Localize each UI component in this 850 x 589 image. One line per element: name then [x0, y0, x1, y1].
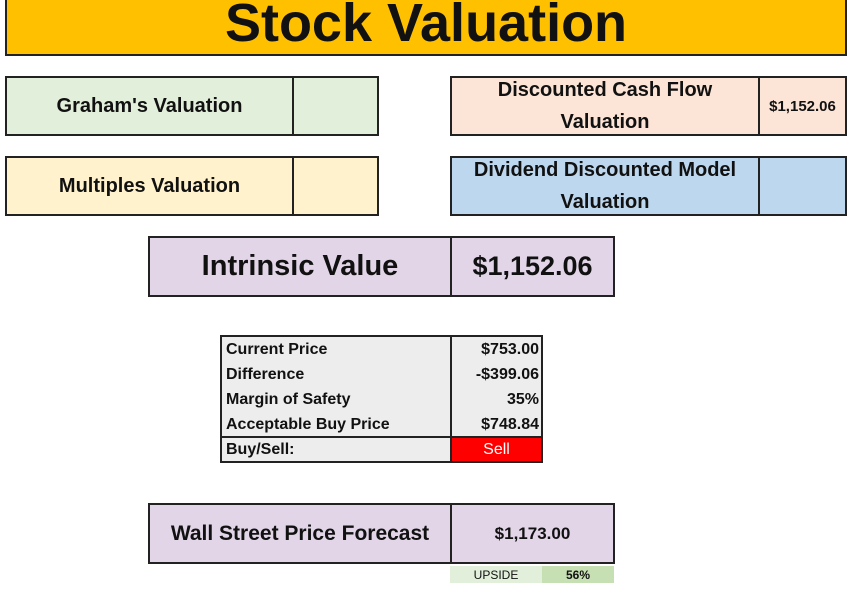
summary-label: Acceptable Buy Price — [226, 416, 390, 433]
multiples-label: Multiples Valuation — [5, 156, 294, 216]
summary-label: Difference — [226, 366, 305, 383]
dcf-value: $1,152.06 — [758, 76, 847, 136]
summary-table — [220, 335, 543, 463]
title: Stock Valuation — [224, 0, 628, 53]
signal-value: Sell — [452, 438, 541, 461]
ddm-value — [758, 156, 847, 216]
intrinsic-label: Intrinsic Value — [148, 236, 452, 297]
ddm-label: Dividend Discounted Model Valuation — [450, 156, 760, 216]
title-bar: Stock Valuation — [5, 0, 847, 56]
summary-label: Current Price — [226, 341, 328, 358]
summary-divider — [450, 335, 452, 463]
forecast-value: $1,173.00 — [450, 503, 615, 564]
signal-label: Buy/Sell: — [226, 440, 295, 458]
signal-divider — [220, 436, 543, 438]
multiples-value — [292, 156, 379, 216]
summary-value: 35% — [506, 391, 539, 408]
graham-value — [292, 76, 379, 136]
summary-value: $753.00 — [481, 341, 539, 358]
intrinsic-value: $1,152.06 — [450, 236, 615, 297]
summary-value: -$399.06 — [475, 366, 539, 383]
summary-label: Margin of Safety — [226, 391, 351, 408]
dcf-label: Discounted Cash Flow Valuation — [450, 76, 760, 136]
forecast-label: Wall Street Price Forecast — [148, 503, 452, 564]
graham-label: Graham's Valuation — [5, 76, 294, 136]
upside-value: 56% — [542, 566, 614, 583]
summary-value: $748.84 — [481, 416, 539, 433]
upside-label: UPSIDE — [450, 566, 542, 583]
